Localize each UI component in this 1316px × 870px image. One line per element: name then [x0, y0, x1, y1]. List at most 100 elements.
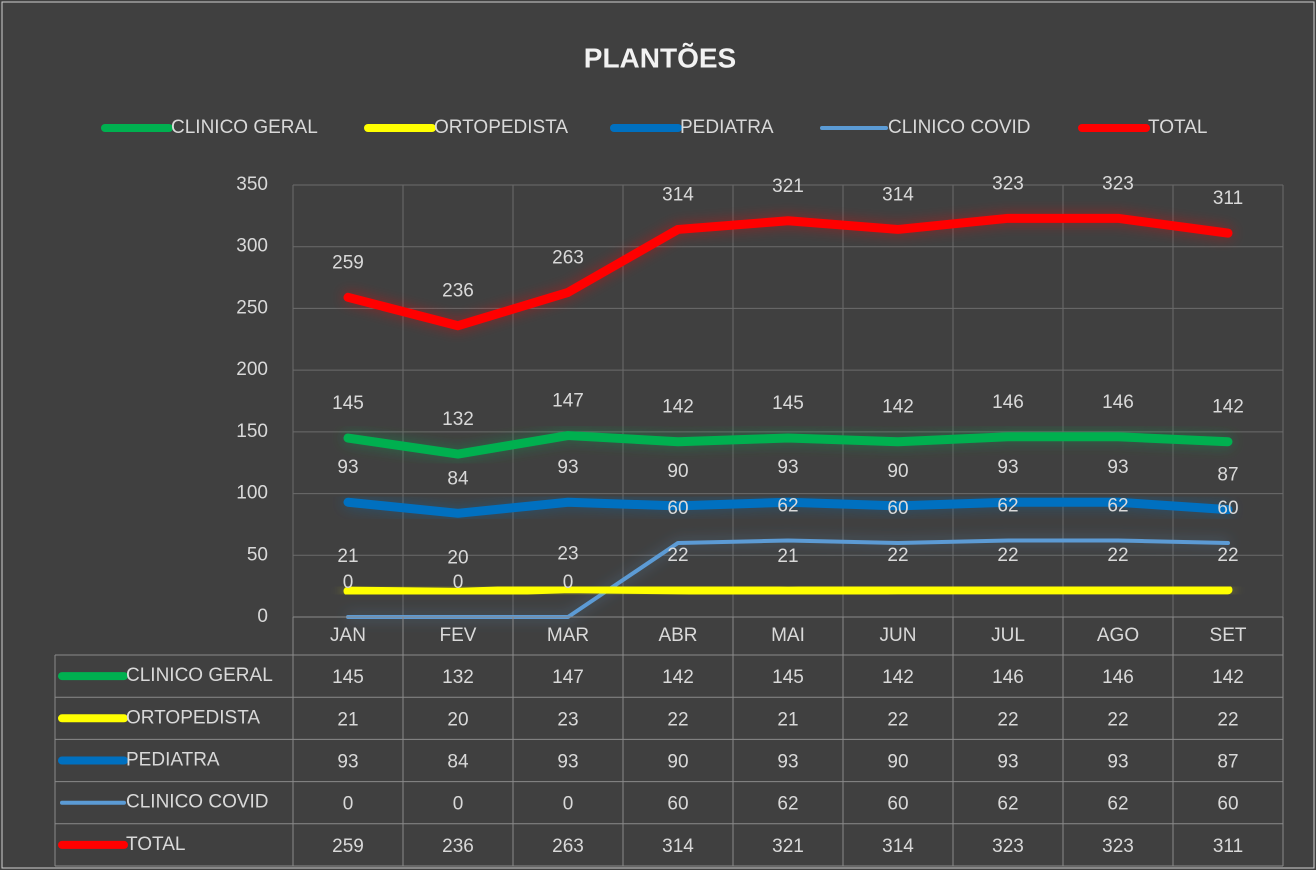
table-cell: 93	[557, 752, 578, 773]
data-label: 132	[442, 409, 474, 430]
table-cell: 146	[992, 667, 1024, 688]
data-label: 93	[1107, 457, 1128, 478]
data-label: 90	[667, 461, 688, 482]
data-label: 84	[447, 468, 469, 489]
x-tick-label: AGO	[1097, 625, 1139, 646]
chart-title: PLANTÕES	[584, 42, 736, 73]
table-row-label: TOTAL	[126, 834, 185, 855]
series-line	[343, 497, 1233, 518]
legend-label: TOTAL	[1148, 117, 1207, 138]
y-tick-label: 0	[257, 606, 268, 627]
y-tick-label: 300	[236, 236, 268, 257]
table-cell: 62	[777, 794, 798, 815]
table-cell: 62	[997, 794, 1018, 815]
series-line	[343, 584, 1233, 597]
y-tick-label: 350	[236, 174, 268, 195]
data-label: 60	[887, 498, 908, 519]
x-tick-label: FEV	[440, 625, 477, 646]
data-label: 0	[563, 572, 574, 593]
table-cell: 132	[442, 667, 474, 688]
table-row-label: CLINICO GERAL	[126, 665, 273, 686]
table-cell: 314	[662, 836, 694, 857]
table-cell: 0	[453, 794, 464, 815]
data-label: 142	[882, 397, 914, 418]
table-cell: 0	[343, 794, 354, 815]
series-line	[343, 431, 1233, 459]
y-tick-label: 250	[236, 297, 268, 318]
table-cell: 321	[772, 836, 804, 857]
series-line	[343, 213, 1233, 331]
table-cell: 259	[332, 836, 364, 857]
table-cell: 236	[442, 836, 474, 857]
data-label: 93	[337, 457, 358, 478]
data-label: 62	[1107, 495, 1128, 516]
table-cell: 142	[1212, 667, 1244, 688]
table-cell: 145	[332, 667, 364, 688]
table-cell: 263	[552, 836, 584, 857]
table-cell: 21	[777, 709, 798, 730]
data-label: 145	[332, 393, 364, 414]
table-cell: 62	[1107, 794, 1128, 815]
table-row-label: ORTOPEDISTA	[126, 707, 260, 728]
table-cell: 22	[667, 709, 688, 730]
data-label: 87	[1217, 465, 1238, 486]
x-tick-label: JUN	[880, 625, 917, 646]
data-label: 22	[1107, 545, 1128, 566]
table-cell: 145	[772, 667, 804, 688]
data-label: 146	[992, 392, 1024, 413]
table-cell: 23	[557, 709, 578, 730]
x-tick-label: SET	[1210, 625, 1247, 646]
table-cell: 90	[667, 752, 688, 773]
table-cell: 142	[882, 667, 914, 688]
table-row-label: CLINICO COVID	[126, 792, 269, 813]
x-tick-label: ABR	[658, 625, 697, 646]
data-label: 323	[1102, 173, 1134, 194]
data-label: 145	[772, 393, 804, 414]
table-cell: 22	[997, 709, 1018, 730]
x-tick-label: MAR	[547, 625, 589, 646]
data-label: 311	[1213, 188, 1243, 209]
table-cell: 93	[337, 752, 358, 773]
table-cell: 146	[1102, 667, 1134, 688]
table-cell: 60	[1217, 794, 1238, 815]
table-cell: 60	[887, 794, 908, 815]
y-tick-label: 50	[247, 544, 268, 565]
data-label: 321	[772, 176, 804, 197]
data-label: 0	[343, 572, 354, 593]
data-label: 22	[997, 545, 1018, 566]
y-tick-label: 150	[236, 421, 268, 442]
data-label: 20	[447, 547, 468, 568]
data-label: 62	[777, 495, 798, 516]
legend-label: ORTOPEDISTA	[434, 117, 568, 138]
data-label: 146	[1102, 392, 1134, 413]
table-cell: 311	[1213, 836, 1243, 857]
table-cell: 60	[667, 794, 688, 815]
x-tick-label: MAI	[771, 625, 805, 646]
x-tick-label: JUL	[991, 625, 1025, 646]
table-cell: 142	[662, 667, 694, 688]
data-label: 236	[442, 281, 474, 302]
data-label: 21	[337, 546, 358, 567]
data-label: 22	[1217, 545, 1238, 566]
data-label: 60	[667, 498, 688, 519]
table-cell: 22	[1217, 709, 1238, 730]
data-label: 323	[992, 173, 1024, 194]
data-label: 93	[557, 457, 578, 478]
data-label: 142	[1212, 397, 1244, 418]
data-label: 23	[557, 544, 578, 565]
data-label: 142	[662, 397, 694, 418]
data-label: 60	[1217, 498, 1238, 519]
table-cell: 22	[1107, 709, 1128, 730]
data-label: 314	[662, 184, 694, 205]
data-label: 0	[453, 572, 464, 593]
data-label: 147	[552, 391, 584, 412]
y-tick-label: 100	[236, 483, 268, 504]
data-label: 90	[887, 461, 908, 482]
table-cell: 323	[992, 836, 1024, 857]
table-cell: 0	[563, 794, 574, 815]
data-label: 62	[997, 495, 1018, 516]
table-cell: 21	[337, 709, 358, 730]
data-label: 21	[777, 546, 798, 567]
table-cell: 93	[777, 752, 798, 773]
